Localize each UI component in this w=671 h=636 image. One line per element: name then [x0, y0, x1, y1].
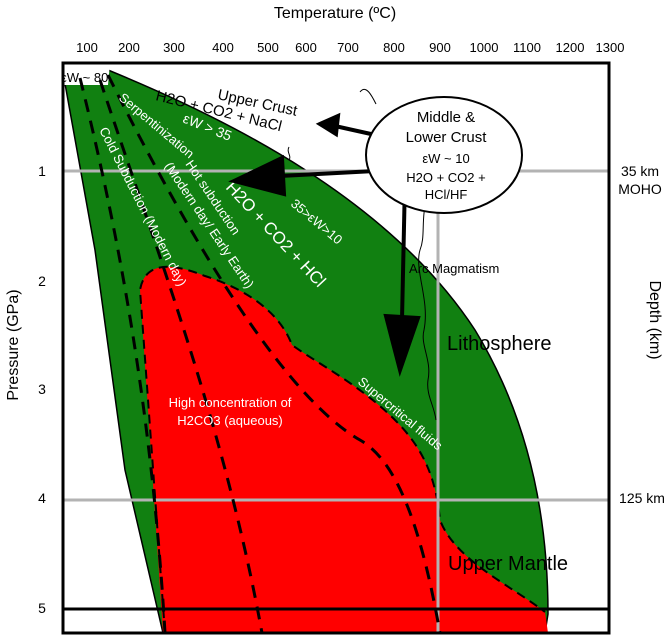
x-tick-label: 1300 — [596, 40, 625, 55]
x-tick-label: 700 — [337, 40, 359, 55]
x-tick-label: 200 — [118, 40, 140, 55]
x-tick-label: 400 — [212, 40, 234, 55]
depth-125-label: 125 km — [619, 490, 665, 506]
y-axis-title: Pressure (GPa) — [5, 289, 22, 400]
x-tick-label: 300 — [163, 40, 185, 55]
moho-depth-label: 35 km — [621, 163, 659, 179]
y-tick-label: 2 — [38, 273, 46, 289]
x-tick-label: 100 — [76, 40, 98, 55]
y-tick-label: 4 — [38, 490, 46, 506]
eps80-patch — [63, 63, 110, 85]
eps80-label: εW ~ 80 — [61, 70, 108, 85]
moho-label: MOHO — [618, 181, 662, 197]
middle-crust-text: Middle & Lower Crust εW ~ 10 H2O + CO2 +… — [406, 109, 488, 202]
x-tick-label: 900 — [429, 40, 451, 55]
plot-frame — [61, 61, 611, 635]
middle-crust-line1: Middle & — [417, 109, 475, 126]
upper-mantle-label: Upper Mantle — [448, 553, 568, 575]
x-tick-label: 800 — [383, 40, 405, 55]
x-tick-label: 1000 — [470, 40, 499, 55]
middle-crust-line3: εW ~ 10 — [422, 151, 469, 166]
middle-crust-ellipse — [365, 96, 523, 214]
x-axis-title: Temperature (ºC) — [274, 5, 396, 22]
h2co3-region — [140, 266, 548, 633]
x-tick-label: 500 — [257, 40, 279, 55]
y-tick-label: 1 — [38, 163, 46, 179]
squiggle-lines — [287, 88, 437, 421]
h2co3-label-2: H2CO3 (aqueous) — [177, 413, 283, 428]
arc-magmatism-label: Arc Magmatism — [409, 261, 499, 276]
middle-crust-line4: H2O + CO2 + — [406, 170, 485, 185]
h2co3-label-1: High concentration of — [169, 395, 292, 410]
lithosphere-label: Lithosphere — [447, 333, 552, 355]
x-tick-label: 600 — [295, 40, 317, 55]
x-tick-labels: 100 200 300 400 500 600 700 800 900 1000… — [76, 40, 624, 55]
y-tick-label: 5 — [38, 600, 46, 616]
x-tick-label: 1100 — [513, 40, 541, 55]
subduction-paths — [78, 74, 442, 634]
y-tick-label: 3 — [38, 381, 46, 397]
h2co3-boundary — [138, 265, 546, 633]
middle-crust-line5: HCl/HF — [425, 187, 468, 202]
depth-labels: 35 km MOHO 125 km — [618, 163, 665, 506]
y-tick-labels: 1 2 3 4 5 — [38, 163, 46, 616]
x-tick-label: 1200 — [556, 40, 585, 55]
right-axis-title: Depth (km) — [646, 280, 663, 359]
middle-crust-line2: Lower Crust — [406, 129, 488, 146]
